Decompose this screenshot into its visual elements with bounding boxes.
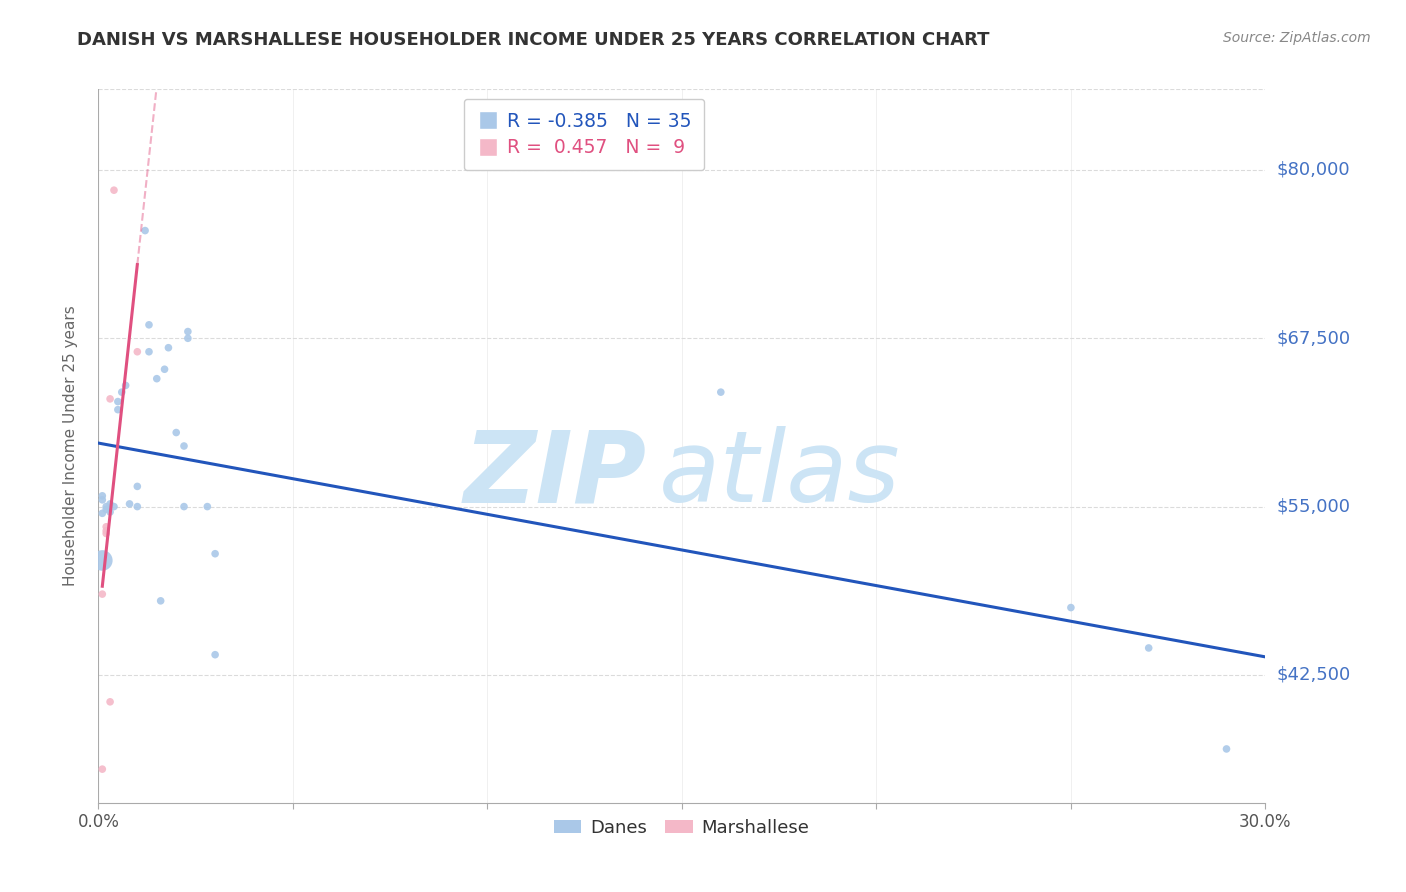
Point xyxy=(96,526,118,541)
Text: Source: ZipAtlas.com: Source: ZipAtlas.com xyxy=(1223,31,1371,45)
Point xyxy=(165,425,187,440)
Text: $80,000: $80,000 xyxy=(1277,161,1350,179)
Point xyxy=(91,492,114,507)
Text: ZIP: ZIP xyxy=(464,426,647,523)
Point xyxy=(1215,742,1237,756)
Point xyxy=(107,402,129,417)
Point xyxy=(127,479,149,493)
Point xyxy=(91,506,114,520)
Point xyxy=(91,587,114,601)
Point xyxy=(98,392,121,406)
Point xyxy=(96,520,118,534)
Point xyxy=(1137,640,1160,655)
Point xyxy=(91,553,114,567)
Legend: Danes, Marshallese: Danes, Marshallese xyxy=(547,812,817,844)
Point xyxy=(111,385,134,400)
Point xyxy=(103,500,125,514)
Point xyxy=(153,362,176,376)
Point xyxy=(103,183,125,197)
Point xyxy=(98,497,121,511)
Text: $67,500: $67,500 xyxy=(1277,329,1351,347)
Point xyxy=(149,594,172,608)
Point xyxy=(96,500,118,514)
Y-axis label: Householder Income Under 25 years: Householder Income Under 25 years xyxy=(63,306,77,586)
Point xyxy=(98,505,121,519)
Text: $55,000: $55,000 xyxy=(1277,498,1351,516)
Point xyxy=(173,439,195,453)
Point xyxy=(91,489,114,503)
Point xyxy=(204,648,226,662)
Point xyxy=(96,502,118,516)
Point xyxy=(204,547,226,561)
Point xyxy=(114,378,136,392)
Point xyxy=(195,500,218,514)
Point xyxy=(118,497,141,511)
Point xyxy=(1060,600,1083,615)
Point xyxy=(157,341,180,355)
Point xyxy=(173,500,195,514)
Point xyxy=(134,223,156,237)
Point xyxy=(146,372,169,386)
Point xyxy=(138,344,160,359)
Point xyxy=(138,318,160,332)
Point xyxy=(127,344,149,359)
Text: $42,500: $42,500 xyxy=(1277,666,1351,684)
Point xyxy=(91,762,114,776)
Point xyxy=(98,695,121,709)
Point xyxy=(107,394,129,409)
Text: DANISH VS MARSHALLESE HOUSEHOLDER INCOME UNDER 25 YEARS CORRELATION CHART: DANISH VS MARSHALLESE HOUSEHOLDER INCOME… xyxy=(77,31,990,49)
Point xyxy=(127,500,149,514)
Point xyxy=(710,385,733,400)
Point xyxy=(96,524,118,538)
Text: atlas: atlas xyxy=(658,426,900,523)
Point xyxy=(177,325,200,339)
Point xyxy=(177,331,200,345)
